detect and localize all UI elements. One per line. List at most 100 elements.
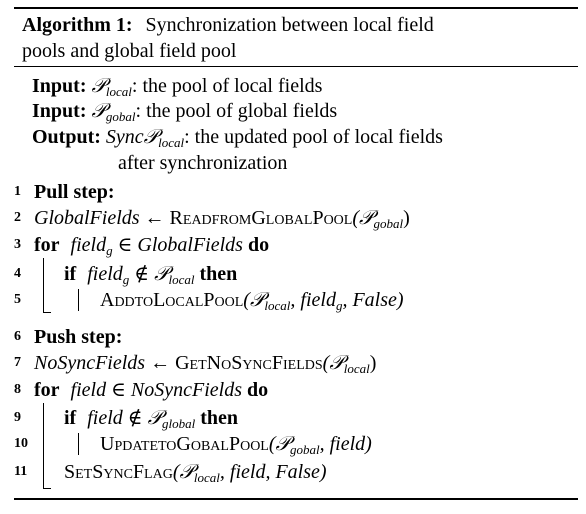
line-number: 9 [14, 410, 21, 425]
not-element-of: ∉ [127, 407, 143, 429]
line-number: 11 [14, 464, 28, 479]
line-4: if fieldg ∉ 𝒫local then [64, 262, 237, 286]
line-10: UpdatetoGobalPool(𝒫gobal, field) [100, 432, 372, 456]
field-subscript: g [122, 272, 130, 287]
arg-open: (𝒫 [322, 352, 344, 374]
arg-open: (𝒫 [352, 207, 374, 229]
arg-open: (𝒫 [172, 461, 194, 483]
element-of: ∈ [111, 379, 126, 401]
pull-step-text: Pull step: [34, 181, 115, 203]
io-keyword: Output: [32, 126, 101, 148]
io-subscript: local [105, 84, 132, 99]
arg-open: (𝒫 [268, 433, 290, 455]
line-number: 4 [14, 266, 21, 281]
update-to-gobal-pool-fn: UpdatetoGobalPool [100, 433, 269, 455]
line-number: 1 [14, 184, 21, 199]
top-rule [14, 7, 578, 9]
io-subscript: local [158, 135, 185, 150]
no-sync-fields-var: NoSyncFields [34, 352, 146, 374]
io-symbol: Sync𝒫 [105, 126, 159, 148]
line-number: 7 [14, 355, 21, 370]
field-var: field [87, 407, 123, 429]
algorithm-label: Algorithm 1: [22, 14, 133, 36]
push-step-text: Push step: [34, 326, 123, 348]
line-number: 5 [14, 292, 21, 307]
arg-end: , False) [342, 289, 404, 311]
field-var: field [70, 234, 107, 256]
then-keyword: then [200, 407, 239, 429]
field-var: field [70, 379, 107, 401]
io-description: : the pool of local fields [131, 75, 323, 97]
pull-step-heading: Pull step: [34, 180, 115, 204]
arg-subscript: gobal [289, 442, 320, 457]
io-description: : the updated pool of local fields [184, 126, 443, 148]
line-number: 8 [14, 382, 21, 397]
caption-rule [14, 66, 578, 67]
pool-symbol: 𝒫 [147, 407, 162, 429]
for-keyword: for [34, 234, 60, 256]
line-5: AddtoLocalPool(𝒫local, fieldg, False) [100, 288, 404, 312]
line-7: NoSyncFields ← GetNoSyncFields(𝒫local) [34, 351, 376, 375]
io-keyword: Input: [32, 75, 87, 97]
line-8: for field ∈ NoSyncFields do [34, 378, 268, 402]
pool-subscript: global [162, 416, 196, 431]
output-continuation: after synchronization [118, 151, 287, 175]
do-keyword: do [247, 234, 270, 256]
do-keyword: do [247, 379, 269, 401]
if-block-bar [78, 433, 79, 455]
for-block-foot [43, 312, 51, 313]
if-keyword: if [64, 407, 77, 429]
arg-close: ) [369, 352, 377, 374]
input-global: Input: 𝒫gobal: the pool of global fields [32, 99, 337, 123]
io-symbol: 𝒫 [91, 75, 106, 97]
algorithm-title-line2: pools and global field pool [22, 40, 237, 62]
element-of: ∈ [117, 234, 133, 256]
line-11: SetSyncFlag(𝒫local, field, False) [64, 460, 327, 484]
if-keyword: if [64, 263, 77, 285]
global-fields-set: GlobalFields [137, 234, 243, 256]
io-keyword: Input: [32, 100, 87, 122]
no-sync-fields-set: NoSyncFields [130, 379, 242, 401]
line-number: 10 [14, 436, 28, 451]
arg-end: , field, False) [219, 461, 327, 483]
output-sync: Output: Sync𝒫local: the updated pool of … [32, 125, 443, 149]
io-subscript: gobal [105, 109, 136, 124]
arg-close: ) [403, 207, 410, 229]
bottom-rule [14, 498, 578, 500]
arg-subscript: gobal [373, 216, 404, 231]
line-3: for fieldg ∈ GlobalFields do [34, 233, 269, 257]
for-block-foot [43, 488, 51, 489]
io-description: : the pool of global fields [135, 100, 338, 122]
read-from-global-pool-fn: ReadfromGlobalPool [169, 207, 353, 229]
for-keyword: for [34, 379, 60, 401]
algorithm-title-line1: Synchronization between local field [145, 14, 434, 36]
push-step-heading: Push step: [34, 325, 122, 349]
arg-subscript: local [264, 298, 291, 313]
arg-field-subscript: g [335, 298, 343, 313]
then-keyword: then [199, 263, 238, 285]
io-continuation-text: after synchronization [118, 152, 288, 174]
if-block-bar [78, 289, 79, 311]
line-number: 3 [14, 237, 21, 252]
arg-subscript: local [193, 470, 220, 485]
arg-field: , field [290, 289, 336, 311]
add-to-local-pool-fn: AddtoLocalPool [100, 289, 244, 311]
input-local: Input: 𝒫local: the pool of local fields [32, 74, 322, 98]
algorithm-caption-line2: pools and global field pool [22, 39, 236, 63]
arg-subscript: local [343, 361, 370, 376]
global-fields-var: GlobalFields [34, 207, 140, 229]
set-sync-flag-fn: SetSyncFlag [64, 461, 173, 483]
arg-end: , field) [319, 433, 372, 455]
line-number: 2 [14, 210, 21, 225]
line-9: if field ∉ 𝒫global then [64, 406, 238, 430]
pool-symbol: 𝒫 [154, 263, 169, 285]
not-element-of: ∉ [134, 263, 150, 285]
pool-subscript: local [168, 272, 195, 287]
for-block-bar [43, 258, 44, 312]
assign-arrow: ← [144, 207, 165, 229]
get-no-sync-fields-fn: GetNoSyncFields [175, 352, 323, 374]
arg-open: (𝒫 [243, 289, 265, 311]
line-2: GlobalFields ← ReadfromGlobalPool(𝒫gobal… [34, 206, 410, 230]
assign-arrow: ← [150, 352, 171, 374]
field-subscript: g [106, 243, 113, 258]
